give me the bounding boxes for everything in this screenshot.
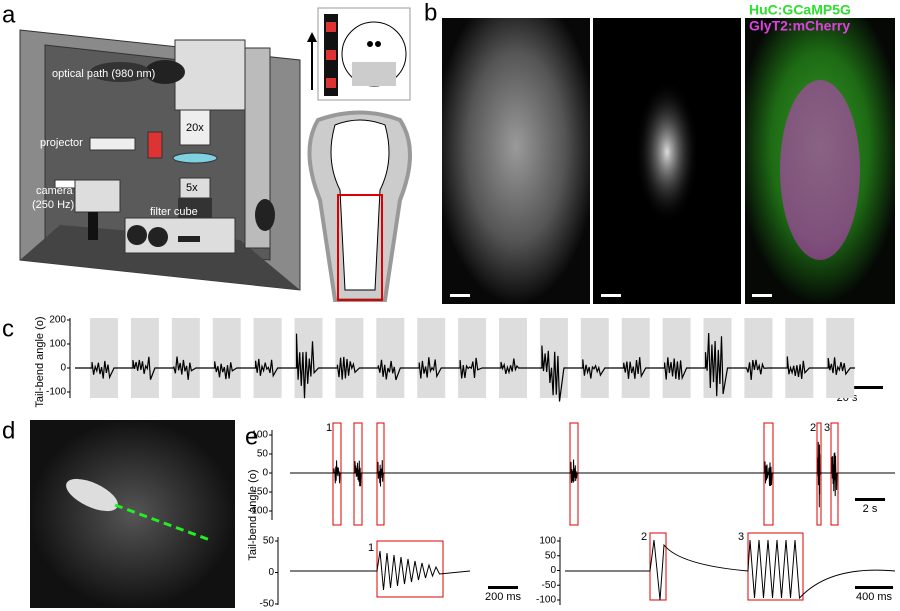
stimulus-bar: [744, 318, 773, 398]
label: filter cube: [150, 206, 198, 218]
bout-label: 1: [326, 422, 332, 434]
stimulus-bar: [621, 318, 650, 398]
bout-label: 2: [810, 422, 816, 434]
stimulus-bar: [580, 318, 609, 398]
image-label: HuC:GCaMP5G: [446, 1, 548, 17]
bout-box: [830, 422, 839, 526]
scale-label: 200 ms: [485, 591, 522, 603]
panel-d: d: [2, 417, 235, 608]
bout-label: 3: [738, 531, 744, 543]
y-tick-label: -50: [542, 580, 557, 591]
bout-label: 3: [824, 422, 830, 434]
y-tick-label: 0: [60, 363, 66, 374]
y-tick-label: 100: [49, 339, 66, 350]
trace: [565, 539, 896, 601]
y-tick-label: 50: [545, 550, 557, 561]
stimulus-bar: [212, 318, 241, 398]
stimulus-bar: [785, 318, 814, 398]
stimulus-bar: [662, 318, 691, 398]
y-tick-label: 200: [49, 315, 66, 326]
y-tick-label: -100: [46, 387, 66, 398]
y-tick-label: -50: [254, 487, 269, 498]
panel-label: c: [2, 315, 14, 342]
panel-label: b: [424, 0, 437, 26]
label: optical path (980 nm): [52, 68, 155, 80]
label: (250 Hz): [32, 199, 74, 211]
stimulus-bar: [499, 318, 527, 398]
y-tick-label: 100: [539, 536, 556, 547]
stimulus-bar: [253, 318, 282, 398]
y-tick-label: -100: [248, 506, 268, 517]
panel-e: e Tail-bend angle (o) 2 s 200 ms 400 ms …: [245, 422, 896, 610]
label: projector: [40, 137, 83, 149]
label: 5x: [186, 182, 198, 194]
stimulus-bar: [376, 318, 405, 398]
image-label: GlyT2:mCherry: [749, 17, 850, 33]
panel-label: d: [2, 417, 15, 444]
bout-label: 2: [641, 531, 647, 543]
stimulus-bar: [90, 318, 118, 398]
stimulus-bar: [458, 318, 487, 398]
stimulus-bar: [171, 318, 200, 398]
bout-box: [353, 422, 363, 526]
axis-label: Tail-bend angle (o): [247, 469, 259, 560]
y-tick-label: -50: [260, 599, 275, 610]
stimulus-bar: [826, 318, 855, 398]
panel-a: a optical path (980 nm) projector camera…: [2, 1, 412, 302]
y-tick-label: 0: [262, 468, 268, 479]
image-label: GlyT2:mCherry: [597, 1, 698, 17]
trace: [290, 550, 471, 591]
panel-label: a: [2, 1, 16, 28]
bout-label: 1: [368, 542, 374, 554]
stimulus-bar: [130, 318, 159, 398]
y-tick-label: 100: [251, 430, 268, 441]
panel-b: b HuC:GCaMP5G GlyT2:mCherry HuC:GCaMP5G …: [424, 0, 895, 304]
axis-label: Tail-bend angle (o): [34, 316, 46, 407]
label: camera: [36, 185, 74, 197]
trace: [290, 441, 895, 508]
bout-box: [816, 422, 822, 526]
y-tick-label: -100: [536, 595, 556, 606]
scale-label: 2 s: [863, 503, 878, 515]
panel-label: e: [245, 423, 258, 450]
y-tick-label: 50: [263, 536, 275, 547]
y-tick-label: 0: [550, 565, 556, 576]
stimulus-bar: [335, 318, 364, 398]
bout-box: [569, 422, 579, 526]
bout-box: [376, 422, 385, 526]
bout-box: [332, 422, 342, 526]
y-tick-label: 50: [257, 449, 269, 460]
bout-box: [763, 422, 774, 526]
scale-label: 400 ms: [856, 591, 893, 603]
label: 20x: [186, 122, 204, 134]
trace: [75, 332, 855, 402]
stimulus-bar: [417, 318, 446, 398]
y-tick-label: 0: [268, 567, 274, 578]
image-label: HuC:GCaMP5G: [749, 1, 851, 17]
stimulus-bar: [294, 318, 323, 398]
